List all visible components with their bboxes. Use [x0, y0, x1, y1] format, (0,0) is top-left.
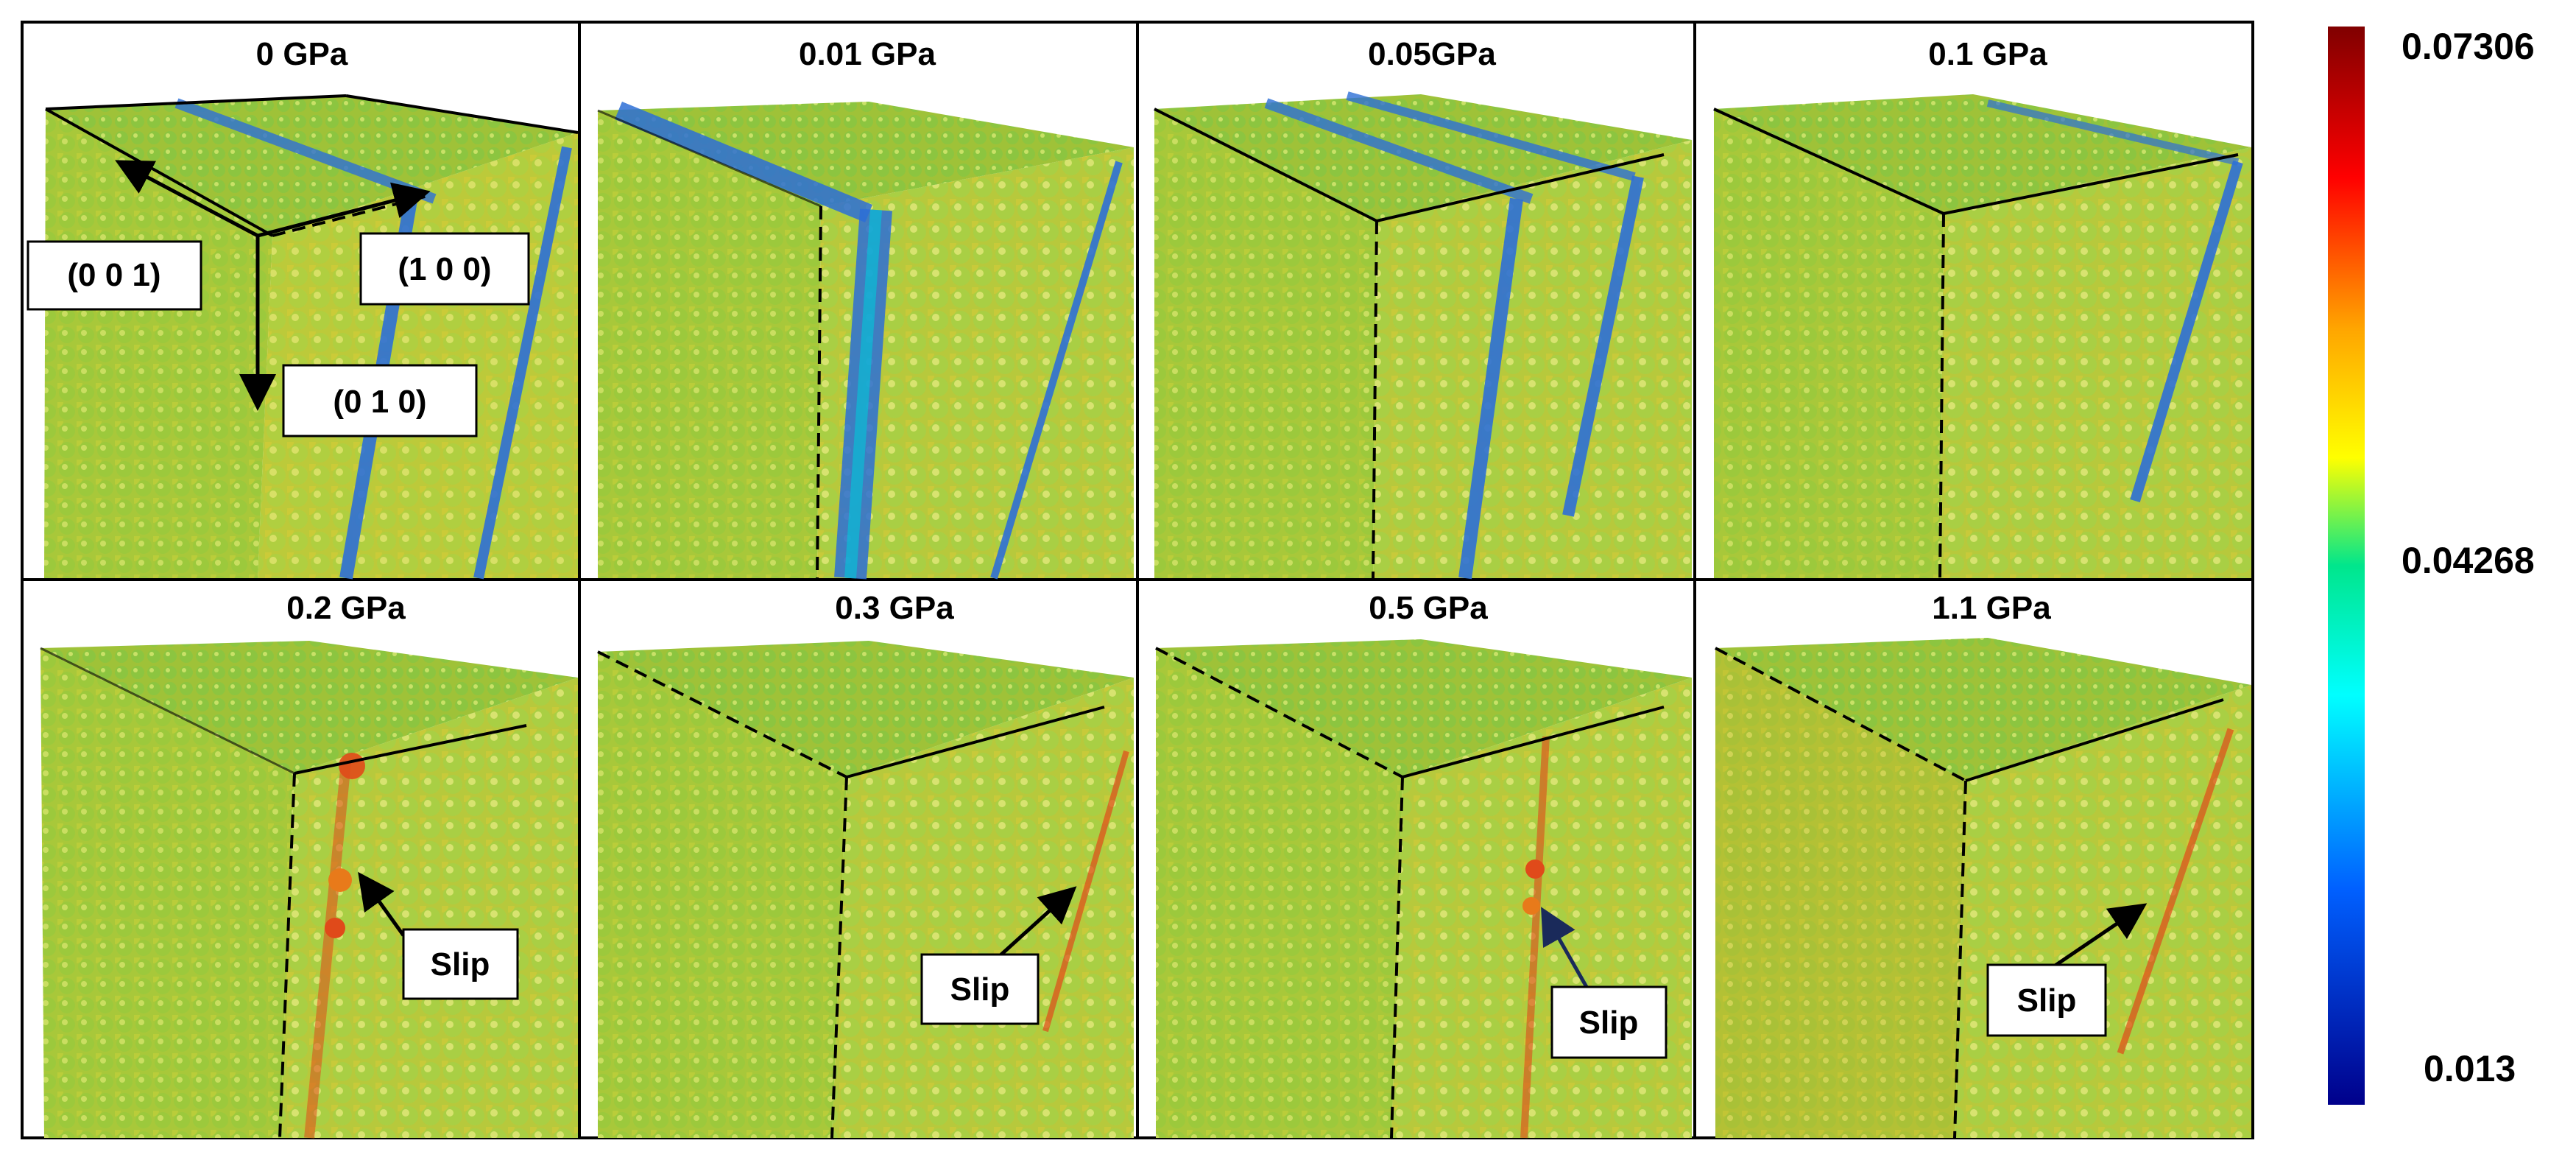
- panel-0-3gpa: [597, 641, 1134, 1139]
- panel-0-5gpa: [1155, 639, 1692, 1139]
- slip-callout-1-1gpa: Slip: [1986, 903, 2148, 1037]
- axis-label-100: (1 0 0): [359, 232, 530, 306]
- colorbar-min-label: 0.013: [2424, 1048, 2516, 1089]
- colorbar: 0.07306 0.04268 0.013: [2328, 26, 2535, 1105]
- panel-0-05gpa: [1154, 91, 1692, 580]
- panel-0-2gpa: [40, 641, 578, 1139]
- panel-title-0-1gpa: 0.1 GPa: [1928, 36, 2047, 72]
- panel-title-0-5gpa: 0.5 GPa: [1369, 590, 1488, 626]
- axis-label-100-text: (1 0 0): [398, 251, 491, 287]
- panel-title-0-01gpa: 0.01 GPa: [799, 36, 936, 72]
- panel-title-1-1gpa: 1.1 GPa: [1932, 590, 2051, 626]
- panel-0-01gpa: [597, 101, 1134, 580]
- axis-label-001: (0 0 1): [27, 240, 202, 311]
- panel-title-0-3gpa: 0.3 GPa: [835, 590, 954, 626]
- panel-1-1gpa: [1715, 638, 2251, 1139]
- slip-label-1-1gpa: Slip: [2017, 983, 2077, 1019]
- panel-title-0gpa: 0 GPa: [256, 36, 348, 72]
- slip-label-0-5gpa: Slip: [1579, 1005, 1639, 1041]
- axis-label-010-text: (0 1 0): [333, 384, 426, 420]
- axis-label-010: (0 1 0): [282, 364, 478, 437]
- slip-callout-0-2gpa: Slip: [358, 871, 519, 1000]
- colorbar-max-label: 0.07306: [2402, 26, 2535, 67]
- axis-label-001-text: (0 0 1): [67, 257, 160, 293]
- slip-callout-0-5gpa: Slip: [1541, 907, 1668, 1059]
- slip-callout-0-3gpa: Slip: [920, 886, 1077, 1025]
- panel-title-0-05gpa: 0.05GPa: [1368, 36, 1496, 72]
- panel-0-1gpa: [1713, 94, 2251, 579]
- colorbar-mid-label: 0.04268: [2402, 540, 2535, 581]
- slip-label-0-3gpa: Slip: [950, 971, 1010, 1008]
- panel-0gpa: [44, 94, 579, 580]
- panel-grid: [21, 21, 2254, 1139]
- panel-title-0-2gpa: 0.2 GPa: [286, 590, 406, 626]
- colorbar-gradient: [2328, 27, 2365, 1105]
- slip-label-0-2gpa: Slip: [431, 946, 490, 983]
